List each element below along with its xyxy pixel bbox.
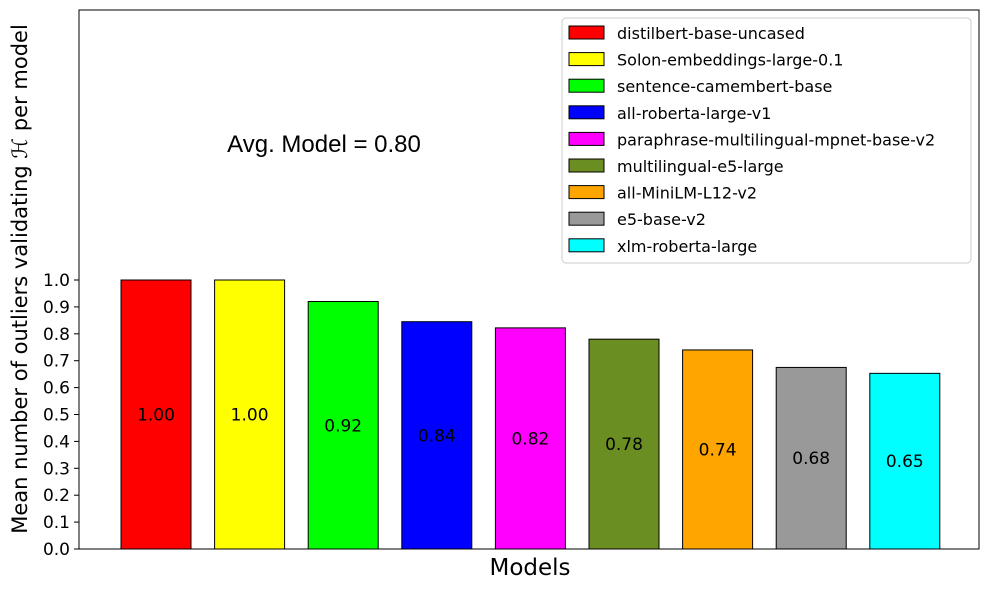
y-tick-label: 0.8: [43, 325, 70, 345]
legend-label: paraphrase-multilingual-mpnet-base-v2: [617, 130, 935, 149]
legend-swatch: [568, 238, 605, 253]
bar-xlm-roberta-large: [869, 372, 941, 550]
legend-label: all-roberta-large-v1: [617, 104, 771, 123]
y-tick-label: 0.3: [43, 459, 70, 479]
legend-swatch: [568, 105, 605, 120]
legend-label: multilingual-e5-large: [617, 157, 784, 176]
y-tick-label: 1.0: [43, 271, 70, 291]
bar-all-MiniLM-L12-v2: [682, 349, 754, 550]
bar-value-label: 0.82: [511, 429, 549, 449]
legend-label: e5-base-v2: [617, 210, 706, 229]
bar-e5-base-v2: [775, 366, 847, 550]
legend-label: all-MiniLM-L12-v2: [617, 184, 757, 203]
y-tick-label: 0.0: [43, 540, 70, 560]
y-axis-label: Mean number of outliers validating ℋ per…: [8, 24, 32, 534]
y-tick-label: 0.5: [43, 406, 70, 426]
bar-distilbert-base-uncased: [120, 279, 192, 550]
legend-label: xlm-roberta-large: [617, 237, 757, 256]
legend-label: sentence-camembert-base: [617, 77, 832, 96]
y-tick-label: 0.1: [43, 513, 70, 533]
bar-value-label: 0.74: [699, 440, 737, 460]
legend: distilbert-base-uncased Solon-embeddings-…: [561, 17, 972, 264]
y-axis-ticks: 0.0 0.1 0.2 0.3 0.4 0.5 0.6 0.7 0.8 0.9 1.0: [43, 271, 79, 560]
bar-sentence-camembert-base: [307, 301, 379, 550]
y-tick-label: 0.4: [43, 432, 70, 452]
legend-swatch: [568, 25, 605, 40]
legend-swatch: [568, 78, 605, 93]
legend-label: Solon-embeddings-large-0.1: [617, 51, 843, 70]
bar-value-label: 1.00: [231, 406, 269, 426]
bar-value-label: 0.84: [418, 426, 456, 446]
plot-frame: [78, 9, 980, 550]
bar-value-labels: 1.00 1.00 0.92 0.84 0.82 0.78 0.74 0.68 0.65: [137, 406, 924, 473]
y-tick-label: 0.2: [43, 486, 70, 506]
bars-group: [120, 279, 941, 550]
bar-value-label: 0.78: [605, 435, 643, 455]
legend-swatch: [568, 158, 605, 173]
bar-value-label: 0.68: [792, 449, 830, 469]
bar-value-label: 1.00: [137, 406, 175, 426]
y-tick-label: 0.7: [43, 352, 70, 372]
legend-swatch: [568, 52, 605, 67]
bar-all-roberta-large-v1: [401, 321, 473, 550]
bar-value-label: 0.92: [324, 416, 362, 436]
y-tick-label: 0.6: [43, 379, 70, 399]
legend-swatch: [568, 131, 605, 146]
bar-value-label: 0.65: [886, 452, 924, 472]
bar-Solon-embeddings-large-0.1: [214, 279, 286, 550]
y-tick-label: 0.9: [43, 298, 70, 318]
legend-swatch: [568, 185, 605, 200]
x-axis-label: Models: [489, 555, 570, 581]
annotation-avg-model: Avg. Model = 0.80: [227, 131, 421, 158]
legend-frame: [561, 17, 972, 264]
legend-swatch: [568, 211, 605, 226]
legend-label: distilbert-base-uncased: [617, 24, 805, 43]
